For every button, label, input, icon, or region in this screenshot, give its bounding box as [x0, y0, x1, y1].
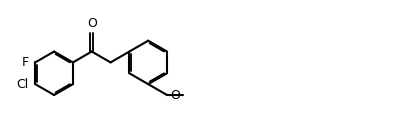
Text: O: O [87, 17, 97, 30]
Text: F: F [21, 56, 29, 69]
Text: O: O [170, 88, 180, 102]
Text: Cl: Cl [16, 78, 29, 91]
